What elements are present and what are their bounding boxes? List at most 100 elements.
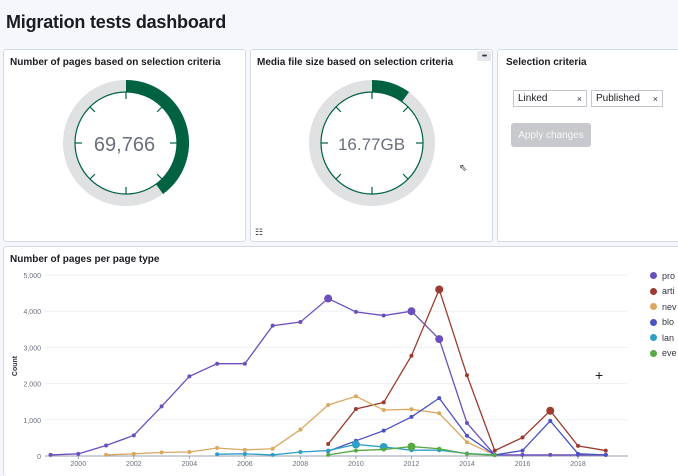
pages-gauge <box>63 80 189 206</box>
data-point <box>353 309 358 314</box>
data-point <box>131 433 136 438</box>
data-point <box>407 307 416 316</box>
pages-gauge-value: 69,766 <box>93 134 156 156</box>
x-tick-label: 2000 <box>71 461 87 468</box>
media-panel-title: Media file size based on selection crite… <box>257 57 454 68</box>
legend-label: blo <box>662 317 675 328</box>
data-point <box>576 451 581 456</box>
data-point <box>76 451 81 456</box>
data-point <box>381 400 386 405</box>
filter-label: Linked <box>518 93 548 104</box>
remove-filter-icon[interactable]: × <box>652 93 658 104</box>
data-point <box>353 406 358 411</box>
data-point <box>381 408 386 413</box>
data-point <box>492 448 497 453</box>
x-tick-label: 2012 <box>404 461 420 468</box>
gauge-tick <box>335 106 342 113</box>
gauge-tick <box>89 173 96 180</box>
pages-per-type-panel: Number of pages per page type <box>3 246 678 476</box>
legend-label: pro <box>662 270 676 281</box>
filter-pill-linked[interactable]: Linked × <box>513 90 587 107</box>
data-point <box>520 435 525 440</box>
selection-criteria-panel: Selection criteria Linked × Published × … <box>497 49 678 242</box>
data-point <box>159 404 164 409</box>
media-gauge-ticks <box>321 92 423 194</box>
media-gauge-fill <box>371 80 410 102</box>
data-point <box>104 443 109 448</box>
data-point <box>353 394 358 399</box>
gauge-tick <box>335 173 342 180</box>
data-point <box>353 448 358 453</box>
data-point <box>381 428 386 433</box>
data-point <box>437 411 442 416</box>
apply-changes-button[interactable]: Apply changes <box>511 123 591 147</box>
legend-item-blo[interactable]: blo <box>650 315 677 331</box>
legend-swatch <box>650 349 657 357</box>
legend-toggle-icon[interactable]: ☷ <box>255 227 264 237</box>
gauge-tick <box>156 106 163 113</box>
data-point <box>215 361 220 366</box>
pages-panel-title: Number of pages based on selection crite… <box>10 57 221 68</box>
pages-count-panel: Number of pages based on selection crite… <box>3 49 246 242</box>
x-tick-label: 2008 <box>293 461 309 468</box>
data-point <box>215 452 220 457</box>
x-tick-label: 2006 <box>237 461 253 468</box>
pages-gauge-fill <box>125 80 189 194</box>
data-point <box>326 402 331 407</box>
chart-title: Number of pages per page type <box>10 254 160 265</box>
legend-label: nev <box>662 301 677 312</box>
data-point <box>437 396 442 401</box>
legend-swatch <box>650 303 657 311</box>
data-point <box>270 323 275 328</box>
data-point <box>215 446 220 451</box>
data-point <box>48 452 53 457</box>
data-point <box>324 294 333 303</box>
data-point <box>104 452 109 457</box>
legend-label: arti <box>662 286 675 297</box>
legend-swatch <box>650 318 657 326</box>
data-point <box>242 361 247 366</box>
panel-options-button[interactable]: ••• <box>477 51 491 61</box>
data-point <box>435 335 444 344</box>
filter-label: Published <box>596 93 640 104</box>
data-point <box>187 450 192 455</box>
legend-swatch <box>650 334 657 342</box>
y-tick-label: 1,000 <box>23 418 41 425</box>
data-point <box>603 452 608 457</box>
x-tick-label: 2004 <box>182 461 198 468</box>
legend-item-lan[interactable]: lan <box>650 330 677 346</box>
x-tick-label: 2010 <box>348 461 364 468</box>
gauge-tick <box>402 106 409 113</box>
remove-filter-icon[interactable]: × <box>576 93 582 104</box>
data-point <box>492 453 497 458</box>
data-point <box>298 320 303 325</box>
legend-item-nev[interactable]: nev <box>650 299 677 315</box>
pages-gauge-ticks <box>75 92 177 194</box>
filter-pill-published[interactable]: Published × <box>591 90 663 107</box>
data-point <box>603 448 608 453</box>
legend-swatch <box>650 272 657 280</box>
data-point <box>520 452 525 457</box>
selection-panel-title: Selection criteria <box>506 57 587 68</box>
data-point <box>326 452 331 457</box>
dashboard-title: Migration tests dashboard <box>6 12 227 32</box>
data-point <box>131 451 136 456</box>
data-point <box>326 442 331 447</box>
gauge-tick <box>402 173 409 180</box>
data-point <box>298 450 303 455</box>
legend-item-eve[interactable]: eve <box>650 346 677 362</box>
media-gauge <box>309 80 435 206</box>
x-tick-label: 2016 <box>515 461 531 468</box>
gauge-tick <box>156 173 163 180</box>
legend-swatch <box>650 287 657 295</box>
chart-legend: pro arti nev blo lan eve <box>650 268 677 361</box>
data-point <box>409 407 414 412</box>
data-point <box>548 418 553 423</box>
data-point <box>409 414 414 419</box>
legend-item-arti[interactable]: arti <box>650 284 677 300</box>
legend-item-pro[interactable]: pro <box>650 268 677 284</box>
data-point <box>242 451 247 456</box>
y-tick-label: 5,000 <box>23 273 41 280</box>
media-gauge-value: 16.77GB <box>337 135 406 154</box>
y-tick-label: 2,000 <box>23 382 41 389</box>
